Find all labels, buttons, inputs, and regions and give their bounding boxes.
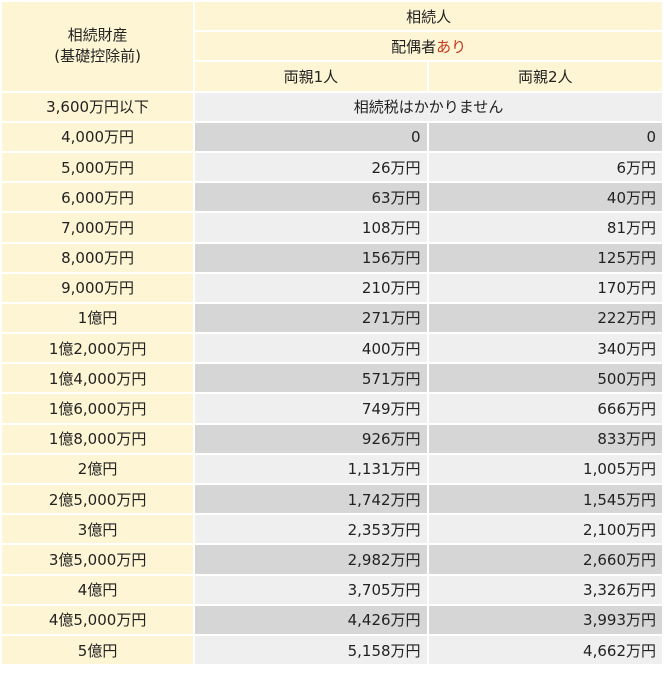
tax-two-parents: 833万円 bbox=[428, 424, 662, 453]
estate-header-line2: (基礎控除前) bbox=[54, 47, 141, 66]
tax-two-parents: 666万円 bbox=[428, 394, 662, 423]
row-label: 3億円 bbox=[2, 515, 194, 544]
row-label: 7,000万円 bbox=[2, 213, 194, 242]
tax-one-parent: 210万円 bbox=[195, 273, 427, 302]
table-row: 4億円 3,705万円 3,326万円 bbox=[2, 575, 662, 604]
tax-one-parent: 108万円 bbox=[195, 213, 427, 242]
row-label: 1億4,000万円 bbox=[2, 364, 194, 393]
spouse-header-prefix: 配偶者 bbox=[391, 37, 437, 56]
tax-one-parent: 63万円 bbox=[195, 183, 427, 212]
estate-header-line1: 相続財産 bbox=[67, 25, 128, 44]
tax-two-parents: 6万円 bbox=[428, 152, 662, 182]
table-row: 4億5,000万円 4,426万円 3,993万円 bbox=[2, 605, 662, 634]
row-label: 4億5,000万円 bbox=[2, 605, 194, 634]
tax-two-parents: 1,545万円 bbox=[428, 485, 662, 514]
tax-two-parents: 500万円 bbox=[428, 364, 662, 393]
row-label: 4,000万円 bbox=[2, 122, 194, 151]
table-row: 7,000万円 108万円 81万円 bbox=[2, 213, 662, 242]
row-label: 9,000万円 bbox=[2, 273, 194, 302]
table-row: 1億6,000万円 749万円 666万円 bbox=[2, 394, 662, 423]
column-header-two-parents: 両親2人 bbox=[428, 62, 662, 91]
tax-one-parent: 400万円 bbox=[195, 334, 427, 363]
tax-two-parents: 170万円 bbox=[428, 273, 662, 302]
tax-one-parent: 0 bbox=[195, 122, 427, 151]
tax-one-parent: 271万円 bbox=[195, 303, 427, 333]
table-row: 8,000万円 156万円 125万円 bbox=[2, 243, 662, 272]
table-row: 5,000万円 26万円 6万円 bbox=[2, 152, 662, 182]
table-row: 3億円 2,353万円 2,100万円 bbox=[2, 515, 662, 544]
table-row: 4,000万円 0 0 bbox=[2, 122, 662, 151]
table-row: 5億円 5,158万円 4,662万円 bbox=[2, 635, 662, 665]
tax-two-parents: 2,100万円 bbox=[428, 515, 662, 544]
row-label: 4億円 bbox=[2, 575, 194, 604]
tax-one-parent: 2,353万円 bbox=[195, 515, 427, 544]
tax-one-parent: 156万円 bbox=[195, 243, 427, 272]
row-label: 6,000万円 bbox=[2, 183, 194, 212]
tax-two-parents: 2,660万円 bbox=[428, 545, 662, 574]
no-tax-note: 相続税はかかりません bbox=[195, 92, 662, 121]
tax-two-parents: 81万円 bbox=[428, 213, 662, 242]
tax-two-parents: 4,662万円 bbox=[428, 635, 662, 665]
tax-one-parent: 1,131万円 bbox=[195, 454, 427, 483]
row-label: 8,000万円 bbox=[2, 243, 194, 272]
tax-one-parent: 5,158万円 bbox=[195, 635, 427, 665]
tax-two-parents: 222万円 bbox=[428, 303, 662, 333]
row-label: 3億5,000万円 bbox=[2, 545, 194, 574]
row-label: 1億6,000万円 bbox=[2, 394, 194, 423]
table-row: 1億円 271万円 222万円 bbox=[2, 303, 662, 333]
tax-one-parent: 926万円 bbox=[195, 424, 427, 453]
tax-one-parent: 1,742万円 bbox=[195, 485, 427, 514]
tax-two-parents: 3,993万円 bbox=[428, 605, 662, 634]
table-row: 1億4,000万円 571万円 500万円 bbox=[2, 364, 662, 393]
table-row: 1億8,000万円 926万円 833万円 bbox=[2, 424, 662, 453]
spouse-header-accent: あり bbox=[436, 37, 467, 56]
tax-one-parent: 4,426万円 bbox=[195, 605, 427, 634]
tax-two-parents: 1,005万円 bbox=[428, 454, 662, 483]
row-label: 2億5,000万円 bbox=[2, 485, 194, 514]
spouse-header: 配偶者あり bbox=[195, 32, 662, 61]
row-label: 2億円 bbox=[2, 454, 194, 483]
table-row: 2億円 1,131万円 1,005万円 bbox=[2, 454, 662, 483]
tax-one-parent: 3,705万円 bbox=[195, 575, 427, 604]
inheritance-tax-table: 相続財産 (基礎控除前) 相続人 配偶者あり 両親1人 両親2人 3,600万円… bbox=[2, 2, 662, 665]
tax-one-parent: 571万円 bbox=[195, 364, 427, 393]
heirs-header: 相続人 bbox=[195, 2, 662, 31]
estate-header: 相続財産 (基礎控除前) bbox=[2, 2, 194, 91]
table-row: 6,000万円 63万円 40万円 bbox=[2, 183, 662, 212]
row-label: 3,600万円以下 bbox=[2, 92, 194, 121]
table-row: 3億5,000万円 2,982万円 2,660万円 bbox=[2, 545, 662, 574]
row-label: 1億8,000万円 bbox=[2, 424, 194, 453]
tax-one-parent: 26万円 bbox=[195, 152, 427, 182]
tax-one-parent: 749万円 bbox=[195, 394, 427, 423]
tax-two-parents: 0 bbox=[428, 122, 662, 151]
tax-two-parents: 340万円 bbox=[428, 334, 662, 363]
table-row: 2億5,000万円 1,742万円 1,545万円 bbox=[2, 485, 662, 514]
row-label: 1億円 bbox=[2, 303, 194, 333]
row-label: 1億2,000万円 bbox=[2, 334, 194, 363]
table-row: 9,000万円 210万円 170万円 bbox=[2, 273, 662, 302]
row-label: 5,000万円 bbox=[2, 152, 194, 182]
tax-two-parents: 3,326万円 bbox=[428, 575, 662, 604]
tax-two-parents: 40万円 bbox=[428, 183, 662, 212]
tax-two-parents: 125万円 bbox=[428, 243, 662, 272]
table-row: 1億2,000万円 400万円 340万円 bbox=[2, 334, 662, 363]
row-label: 5億円 bbox=[2, 635, 194, 665]
column-header-one-parent: 両親1人 bbox=[195, 62, 427, 91]
table-row-exempt: 3,600万円以下 相続税はかかりません bbox=[2, 92, 662, 121]
tax-one-parent: 2,982万円 bbox=[195, 545, 427, 574]
